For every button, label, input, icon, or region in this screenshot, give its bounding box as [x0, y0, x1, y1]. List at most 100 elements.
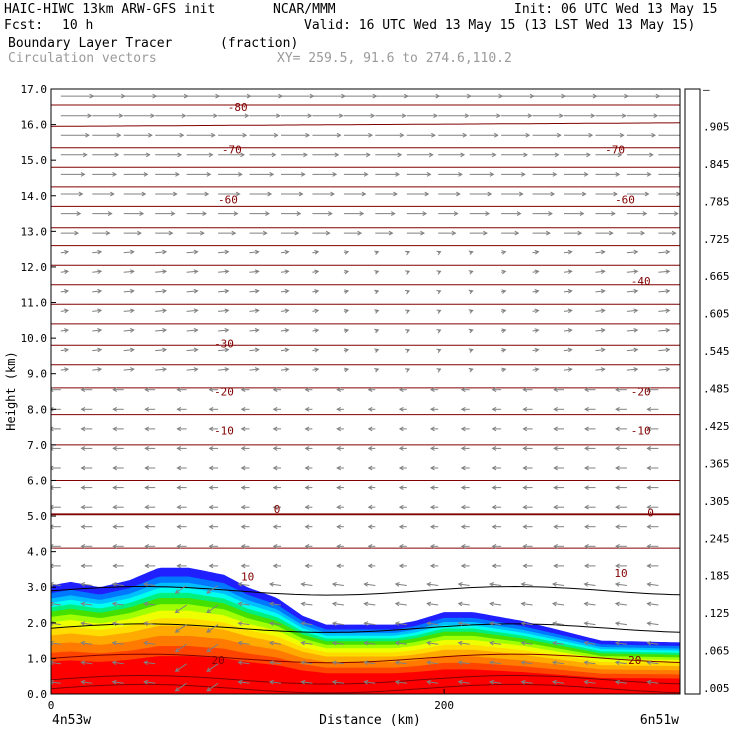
vector-arrow [112, 387, 124, 393]
vector-arrow [144, 563, 156, 569]
vector-arrow [249, 113, 281, 119]
vector-arrow [468, 309, 474, 314]
vector-arrow [615, 406, 627, 412]
vector-arrow [312, 191, 336, 197]
vector-arrow [51, 465, 61, 471]
contour-label: -30 [214, 338, 234, 351]
vector-arrow [646, 446, 659, 451]
colorbar-label: .365 [703, 457, 730, 470]
vector-arrow [249, 249, 260, 255]
vector-arrow [564, 191, 587, 197]
vector-arrow [398, 543, 407, 549]
vector-arrow [80, 543, 93, 549]
vector-arrow [218, 327, 230, 333]
vector-arrow [367, 543, 376, 549]
vector-arrow [406, 230, 426, 236]
contour-label: -70 [605, 144, 625, 157]
vector-arrow [123, 152, 151, 158]
vector-arrow [186, 211, 208, 216]
vector-arrow [584, 524, 596, 530]
vector-arrow [186, 269, 199, 274]
vector-arrow [374, 289, 380, 295]
vector-arrow [501, 211, 522, 216]
vector-arrow [658, 115, 680, 117]
vector-arrow [614, 621, 627, 626]
colorbar-label: .725 [703, 233, 730, 246]
vector-arrow [375, 113, 407, 119]
vector-arrow [584, 563, 596, 569]
colorbar-label: .185 [703, 570, 730, 583]
vector-arrow [144, 485, 156, 490]
y-axis-label: Height (km) [4, 351, 18, 430]
vector-arrow [522, 543, 533, 549]
vector-arrow [501, 191, 524, 197]
vector-arrow [272, 504, 281, 510]
vector-arrow [405, 270, 411, 275]
vector-arrow [280, 249, 290, 255]
vector-arrow [336, 504, 344, 510]
vector-arrow [176, 563, 187, 569]
vector-arrow [363, 621, 376, 626]
contour-label: -10 [631, 425, 651, 438]
vector-arrow [553, 543, 564, 549]
vector-arrow [405, 368, 411, 373]
vector-arrow [615, 387, 627, 393]
y-tick-label: 0.0 [27, 688, 47, 701]
colorbar-label: .905 [703, 120, 730, 133]
vector-arrow [468, 367, 474, 373]
vector-arrow [614, 582, 627, 587]
y-tick-label: 16.0 [21, 119, 48, 132]
vector-arrow [174, 643, 187, 653]
vector-arrow [300, 640, 313, 646]
contour-label: -60 [615, 193, 635, 206]
vector-arrow [646, 563, 659, 569]
vector-arrow [343, 289, 350, 294]
forecast-hours: 10 h [62, 18, 94, 33]
vector-arrow [336, 426, 344, 432]
vector-arrow [272, 485, 281, 490]
vector-arrow [532, 289, 540, 294]
vector-arrow [312, 367, 320, 372]
vector-arrow [343, 230, 363, 236]
vector-arrow [595, 152, 623, 158]
colorbar-label: .245 [703, 532, 730, 545]
vector-arrow [206, 663, 219, 672]
vector-arrow [343, 132, 374, 138]
vector-arrow [304, 446, 313, 451]
vector-arrow [208, 504, 219, 510]
vector-arrow [80, 406, 93, 412]
vector-arrow [438, 132, 468, 138]
y-tick-label: 17.0 [21, 83, 48, 96]
vector-arrow [249, 288, 260, 294]
y-tick-label: 14.0 [21, 190, 48, 203]
vector-arrow [491, 426, 502, 432]
vector-arrow [363, 601, 376, 607]
y-tick-label: 13.0 [21, 225, 48, 238]
vector-arrow [491, 524, 502, 530]
vector-arrow [394, 679, 407, 685]
vector-arrow [564, 172, 589, 177]
vector-arrow [92, 288, 103, 294]
vector-arrow [51, 660, 61, 666]
vector-arrow [240, 504, 250, 510]
vector-arrow [237, 679, 250, 685]
vector-arrow [457, 621, 470, 626]
vector-arrow [460, 387, 470, 393]
endpoint-left: 4n53w [52, 713, 91, 728]
vector-arrow [646, 465, 659, 471]
vector-arrow [51, 504, 61, 510]
vector-arrow [111, 601, 124, 607]
vector-arrow [186, 249, 199, 255]
vector-arrow [626, 327, 639, 333]
vector-arrow [563, 367, 573, 372]
vector-arrow [532, 269, 540, 275]
vector-arrow [532, 249, 540, 255]
vector-arrow [218, 269, 230, 274]
vector-arrow [500, 289, 507, 294]
vector-arrow [646, 660, 659, 666]
vector-arrow [551, 660, 565, 666]
vector-arrow [460, 465, 470, 471]
org-label: NCAR/MMM [273, 2, 336, 17]
vector-arrow [208, 387, 219, 393]
vector-arrow [491, 485, 502, 490]
